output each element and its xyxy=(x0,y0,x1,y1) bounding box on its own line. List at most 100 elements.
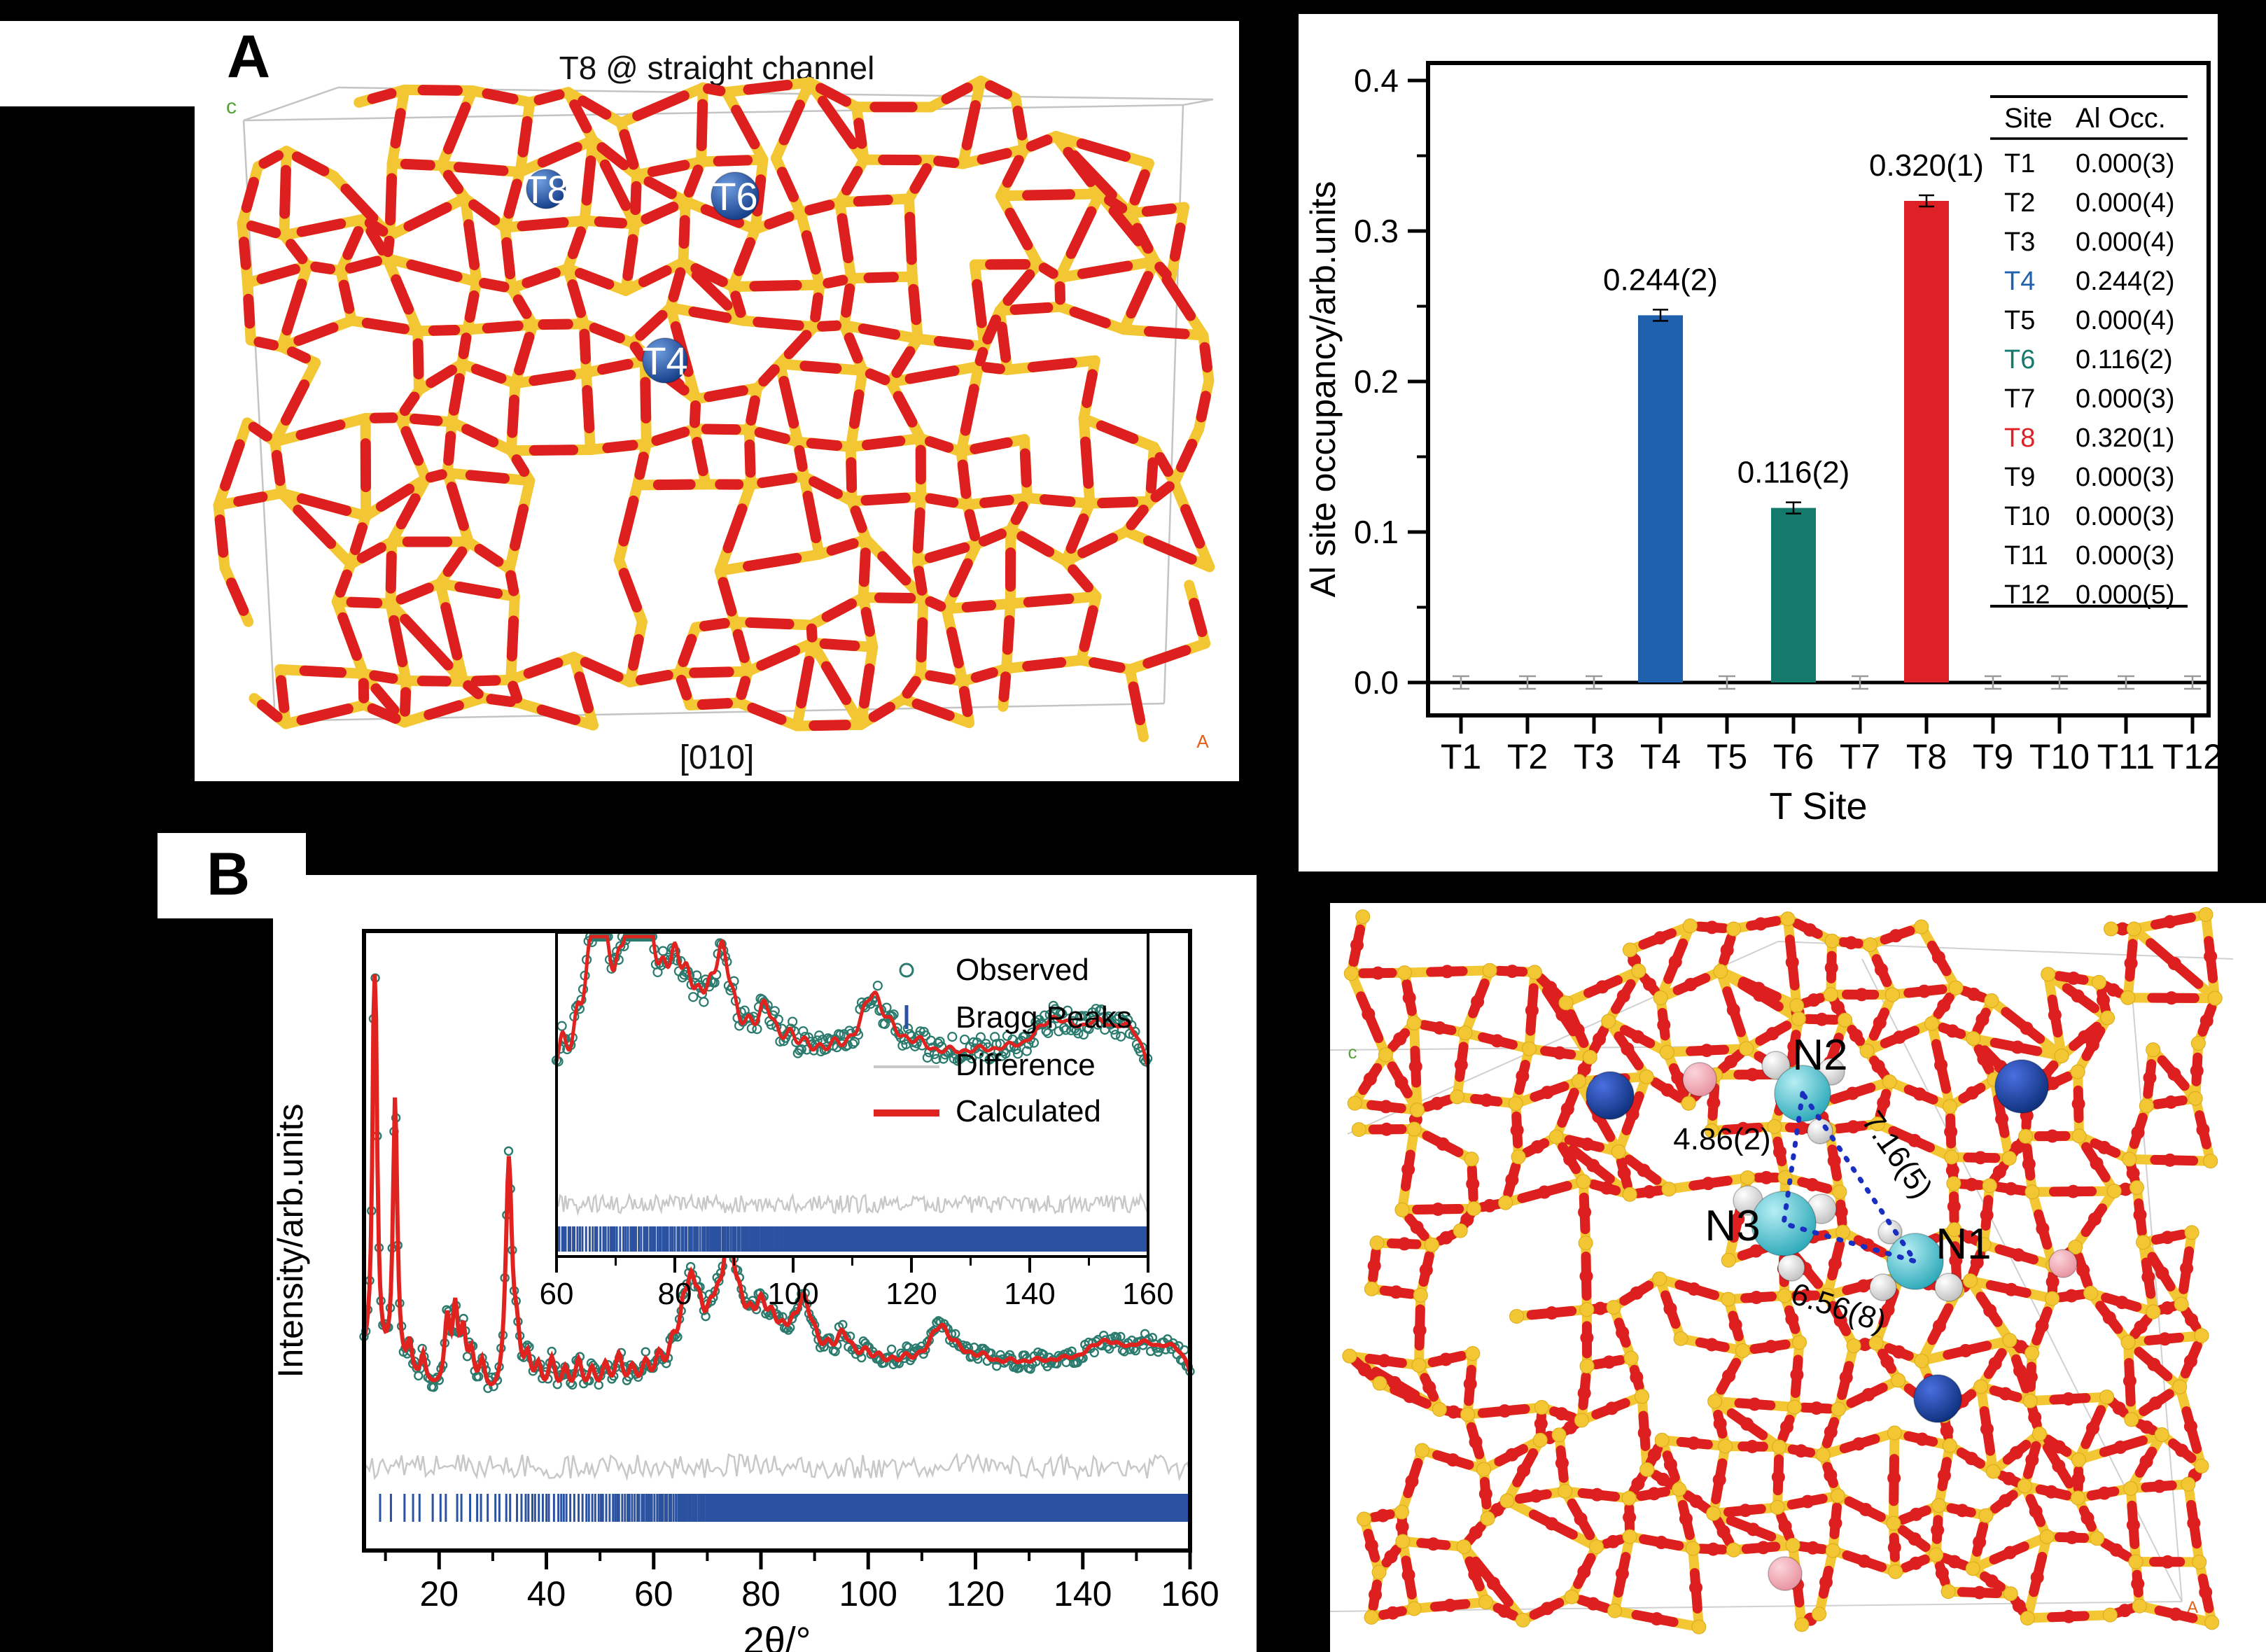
x-tick-label: 100 xyxy=(839,1574,897,1614)
al-site-sphere xyxy=(1913,1374,1962,1423)
x-tick-label: 60 xyxy=(634,1574,673,1614)
bar-T8 xyxy=(1904,201,1949,682)
legend-label: Bragg Peaks xyxy=(956,1000,1132,1035)
y-tick-label: 0.2 xyxy=(1354,363,1399,400)
x-tick-label: 160 xyxy=(1161,1574,1219,1614)
h-atom-sphere xyxy=(1807,1118,1833,1144)
h-atom-sphere xyxy=(1761,1051,1791,1080)
inset-x-tick-label: 140 xyxy=(1004,1277,1055,1311)
panel-a: A T8 @ straight channel c A T8 T6 T4 [010] xyxy=(195,21,1239,781)
zeolite-structure-a: c A T8 T6 T4 xyxy=(213,76,1215,752)
inset-difference-curve xyxy=(555,1192,1149,1217)
table-site: T11 xyxy=(2004,541,2048,570)
legend-label: Calculated xyxy=(956,1094,1101,1128)
inset-bragg-ticks xyxy=(557,1226,1148,1252)
table-occupancy: 0.000(3) xyxy=(2076,384,2175,414)
table-occupancy: 0.000(5) xyxy=(2076,580,2175,610)
y-tick-label: 0.0 xyxy=(1354,664,1399,701)
xrd-inset: 60 80 100 120 140 160 Observed Bragg Peaks Diffe… xyxy=(540,931,1174,1311)
legend-label: Difference xyxy=(956,1048,1096,1082)
panel-b-label: B xyxy=(207,841,251,908)
axis-c-label: c xyxy=(226,95,237,118)
inset-x-tick-label: 100 xyxy=(767,1277,818,1311)
al-occupancy-table: Site Al Occ. T1 0.000(3) T2 0.000(4) T3 0.000(4… xyxy=(1990,95,2188,610)
table-site: T10 xyxy=(2004,502,2050,531)
bar-value-label: 0.116(2) xyxy=(1737,456,1850,490)
bragg-peak-ticks xyxy=(379,1494,1189,1522)
t-site-label: T6 xyxy=(712,174,757,218)
table-site: T2 xyxy=(2004,188,2035,218)
o-site-sphere xyxy=(1768,1556,1803,1591)
table-site: T9 xyxy=(2004,463,2035,492)
xrd-refinement-panel: 20 40 60 80 100 120 140 160 2θ/° Intensity/arb.un… xyxy=(273,875,1257,1652)
table-occupancy: 0.244(2) xyxy=(2076,267,2175,296)
inset-x-tick-label: 160 xyxy=(1122,1277,1173,1311)
x-tick-label: 20 xyxy=(419,1574,459,1614)
table-occupancy: 0.000(4) xyxy=(2076,227,2175,257)
n-site-sphere xyxy=(1751,1191,1817,1256)
table-occupancy: 0.000(3) xyxy=(2076,463,2175,492)
y-tick-label: 0.3 xyxy=(1354,213,1399,249)
table-site: T7 xyxy=(2004,384,2035,414)
x-tick-label: T12 xyxy=(2162,737,2218,776)
table-occupancy: 0.000(3) xyxy=(2076,149,2175,178)
framework-sticks-a xyxy=(213,76,1215,743)
table-site: T3 xyxy=(2004,227,2035,257)
x-tick-label: T5 xyxy=(1707,737,1747,776)
x-tick-label: T8 xyxy=(1906,737,1947,776)
distance-label: 4.86(2) xyxy=(1673,1122,1770,1156)
inset-calculated-curve xyxy=(554,934,1150,1068)
x-tick-label: 40 xyxy=(527,1574,566,1614)
al-site-sphere xyxy=(1994,1059,2049,1114)
x-tick-label: T3 xyxy=(1574,737,1614,776)
bar-T4 xyxy=(1638,315,1683,682)
calculated-curve xyxy=(362,974,1192,1387)
table-occupancy: 0.000(4) xyxy=(2076,188,2175,218)
t-site-label: T8 xyxy=(523,167,568,211)
bar-T6 xyxy=(1771,507,1816,682)
bar-chart-content: 0.0 0.1 0.2 0.3 0.4 Al site occupancy/arb.uni… xyxy=(1303,61,2218,827)
x-tick-label: T4 xyxy=(1640,737,1681,776)
table-site: T1 xyxy=(2004,149,2035,178)
xrd-refinement-plot: 20 40 60 80 100 120 140 160 2θ/° Intensity/arb.un… xyxy=(273,929,1219,1652)
zeolite-structure-b-panel: c A N2 N3 N1 4.86(2) 7.16(5) 6.56(8) xyxy=(1330,903,2266,1652)
axis-a-label: A xyxy=(1196,731,1209,752)
table-header-site: Site xyxy=(2004,103,2052,134)
n-distance-triangle xyxy=(1781,1091,1918,1264)
panel-a-label: A xyxy=(227,23,271,90)
inset-x-tick-label: 60 xyxy=(540,1277,574,1311)
table-site: T4 xyxy=(2004,267,2035,296)
inset-x-tick-label: 80 xyxy=(658,1277,692,1311)
legend-label: Observed xyxy=(956,953,1089,987)
bar-value-label: 0.244(2) xyxy=(1603,262,1718,297)
panel-a-title: T8 @ straight channel xyxy=(559,50,875,86)
t-site-label: T4 xyxy=(642,339,687,383)
x-tick-label: 140 xyxy=(1054,1574,1112,1614)
al-occupancy-bar-chart: 0.0 0.1 0.2 0.3 0.4 Al site occupancy/arb.uni… xyxy=(1303,61,2218,827)
al-occupancy-chart-panel: 0.0 0.1 0.2 0.3 0.4 Al site occupancy/arb.uni… xyxy=(1299,14,2218,872)
table-site: T5 xyxy=(2004,306,2035,335)
y-axis-title: Intensity/arb.units xyxy=(273,1104,310,1378)
legend-marker-circle xyxy=(899,962,914,978)
axis-c-label: c xyxy=(1348,1042,1357,1063)
y-axis-title: Al site occupancy/arb.units xyxy=(1303,181,1343,598)
bar-value-label: 0.320(1) xyxy=(1869,148,1984,183)
table-occupancy: 0.000(3) xyxy=(2076,541,2175,570)
t-site-markers: T8 T6 T4 xyxy=(523,167,760,384)
x-tick-label: T1 xyxy=(1441,737,1481,776)
al-site-sphere xyxy=(1586,1071,1635,1120)
h-atom-sphere xyxy=(1934,1273,1964,1302)
x-tick-label: T6 xyxy=(1773,737,1814,776)
plot-frame xyxy=(362,929,1192,1553)
table-occupancy: 0.320(1) xyxy=(2076,424,2175,453)
table-site: T8 xyxy=(2004,424,2035,453)
x-tick-label: T10 xyxy=(2029,737,2090,776)
o-site-sphere xyxy=(2048,1249,2078,1278)
x-axis-title: 2θ/° xyxy=(743,1620,811,1652)
table-occupancy: 0.000(4) xyxy=(2076,306,2175,335)
table-occupancy: 0.116(2) xyxy=(2076,345,2173,374)
xrd-main: 20 40 60 80 100 120 140 160 2θ/° Intensity/arb.un… xyxy=(273,973,1219,1652)
